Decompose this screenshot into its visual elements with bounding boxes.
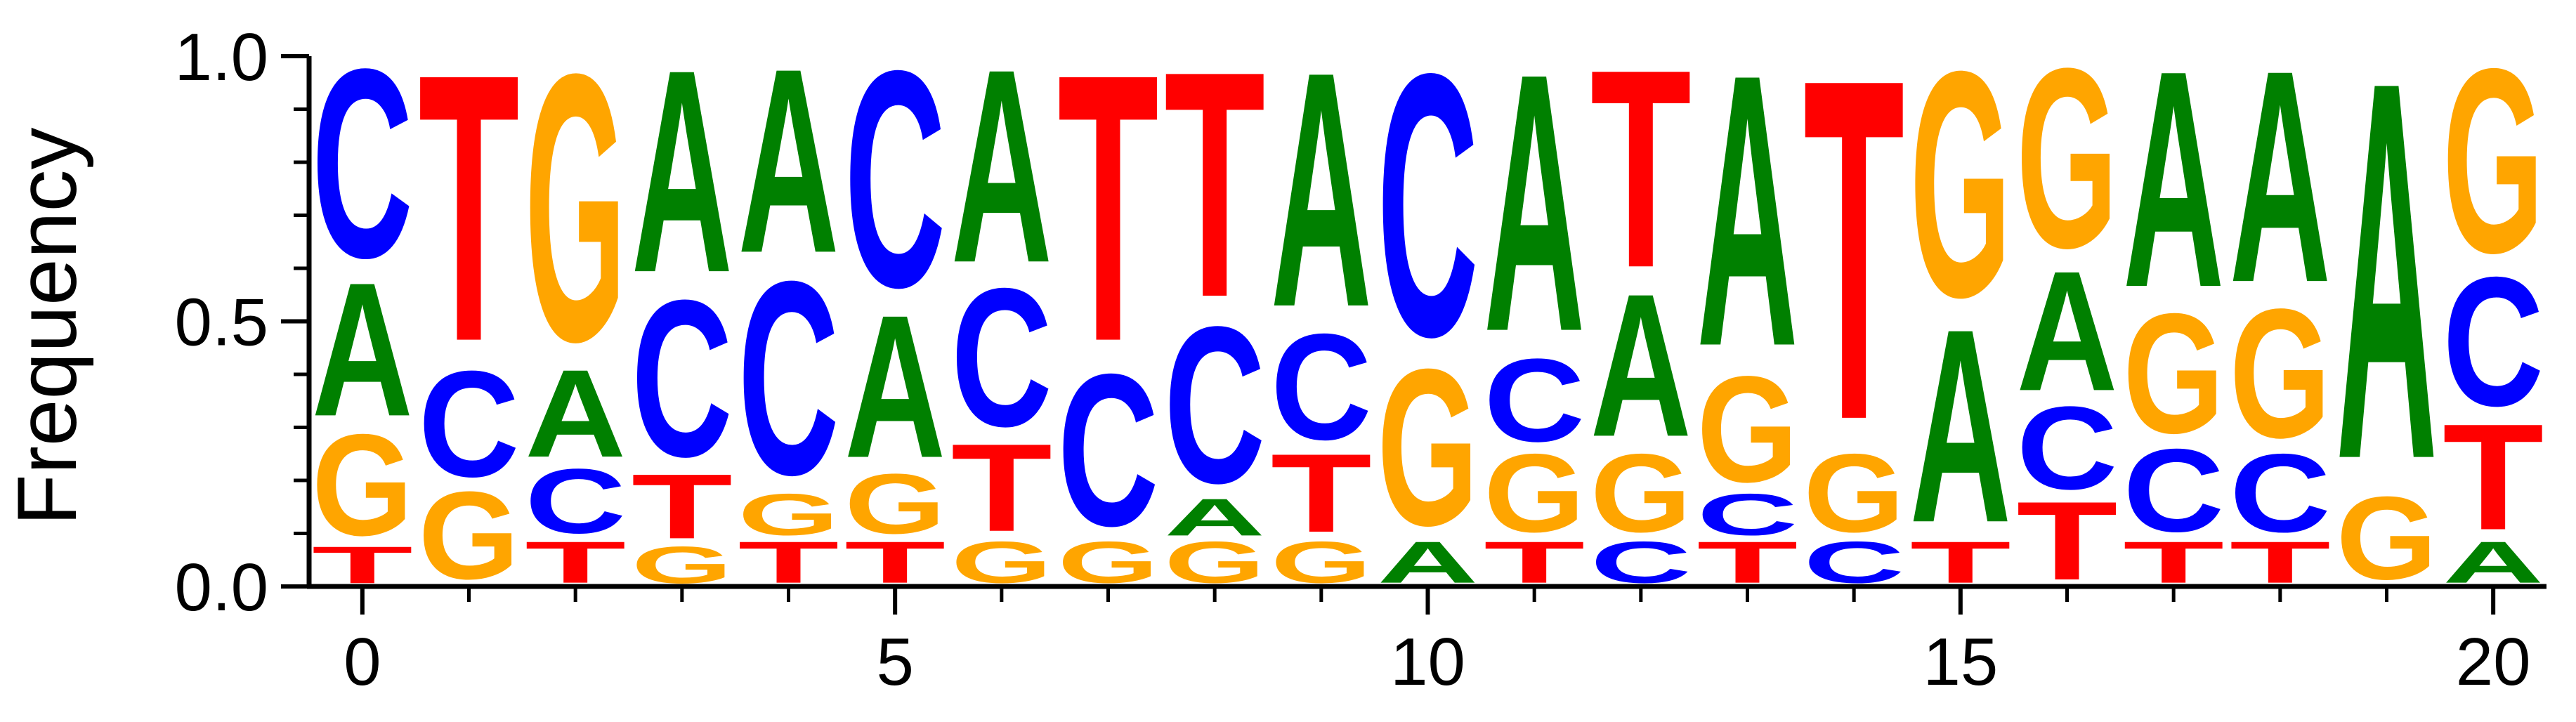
letter-T-pos-7: T <box>1057 0 1158 421</box>
letter-G-pos-13: G <box>1696 344 1798 513</box>
letter-A-pos-13: A <box>1696 0 1798 428</box>
letter-G-pos-4: G <box>738 482 839 548</box>
letter-G-pos-11: G <box>1484 431 1585 556</box>
letter-G-pos-16: G <box>2016 15 2117 301</box>
letter-A-pos-11: A <box>1484 0 1585 409</box>
letter-A-pos-4: A <box>738 13 839 308</box>
letter-A-pos-0: A <box>312 243 413 456</box>
letter-G-pos-1: G <box>418 466 519 605</box>
letter-T-pos-20: T <box>2443 393 2544 561</box>
letter-A-pos-12: A <box>1590 251 1692 479</box>
letter-A-pos-17: A <box>2123 7 2224 352</box>
letter-A-pos-8: A <box>1164 488 1265 547</box>
axes-layer: 0.0 0.5 1.0 0 5 10 15 20 <box>175 20 2546 700</box>
letter-T-pos-1: T <box>418 0 519 421</box>
letter-C-pos-1: C <box>418 339 519 508</box>
y-axis-label: Frequency <box>0 128 94 526</box>
letter-G-pos-5: G <box>844 457 946 552</box>
letter-A-pos-19: A <box>2336 0 2437 571</box>
letter-C-pos-0: C <box>312 13 413 314</box>
letter-T-pos-8: T <box>1164 5 1265 365</box>
letter-T-pos-14: T <box>1803 0 1904 521</box>
y-tick-label: 0.5 <box>175 285 268 360</box>
letter-A-pos-5: A <box>844 273 946 500</box>
letter-C-pos-6: C <box>951 247 1052 468</box>
letter-G-pos-0: G <box>312 404 413 565</box>
x-tick-label: 0 <box>344 624 381 700</box>
letter-C-pos-13: C <box>1696 482 1798 548</box>
letter-A-pos-9: A <box>1271 2 1372 377</box>
letter-C-pos-4: C <box>738 225 839 533</box>
y-tick-label: 0.0 <box>175 550 268 625</box>
letter-C-pos-2: C <box>525 449 626 553</box>
letter-A-pos-15: A <box>1910 273 2011 581</box>
letter-C-pos-5: C <box>844 7 946 352</box>
letter-T-pos-12: T <box>1590 10 1692 326</box>
letter-G-pos-18: G <box>2230 272 2331 477</box>
letter-C-pos-16: C <box>2016 383 2117 515</box>
letter-C-pos-11: C <box>1484 335 1585 467</box>
letters-layer: TGACGCTTCAGGTCATGCATGACGTCAGCTGACTGTCAAG… <box>312 0 2544 605</box>
y-tick-label: 1.0 <box>175 20 268 95</box>
letter-T-pos-3: T <box>632 455 733 558</box>
letter-A-pos-3: A <box>632 9 733 333</box>
letter-G-pos-20: G <box>2443 14 2544 308</box>
letter-C-pos-7: C <box>1057 330 1158 572</box>
x-tick-label: 5 <box>876 624 913 700</box>
letter-G-pos-15: G <box>1910 5 2011 365</box>
letter-C-pos-20: C <box>2443 239 2544 445</box>
letter-C-pos-17: C <box>2123 425 2224 557</box>
letter-A-pos-18: A <box>2230 8 2331 346</box>
letter-G-pos-12: G <box>1590 431 1692 556</box>
letter-A-pos-6: A <box>951 13 1052 321</box>
letter-C-pos-8: C <box>1164 281 1265 530</box>
x-tick-label: 10 <box>1390 624 1465 700</box>
letter-A-pos-16: A <box>2016 237 2117 427</box>
letter-G-pos-2: G <box>525 0 626 421</box>
x-tick-label: 20 <box>2456 624 2531 700</box>
letter-C-pos-9: C <box>1271 302 1372 471</box>
letter-A-pos-2: A <box>525 344 626 484</box>
letter-G-pos-14: G <box>1803 431 1904 556</box>
letter-G-pos-19: G <box>2336 472 2437 604</box>
letter-C-pos-10: C <box>1377 0 1478 415</box>
letter-C-pos-18: C <box>2230 431 2331 556</box>
letter-G-pos-10: G <box>1377 323 1478 573</box>
letter-T-pos-6: T <box>951 419 1052 558</box>
x-tick-label: 15 <box>1923 624 1998 700</box>
letter-T-pos-16: T <box>2016 478 2117 603</box>
letter-T-pos-9: T <box>1271 431 1372 556</box>
letter-C-pos-3: C <box>632 254 733 504</box>
letter-G-pos-17: G <box>2123 277 2224 468</box>
